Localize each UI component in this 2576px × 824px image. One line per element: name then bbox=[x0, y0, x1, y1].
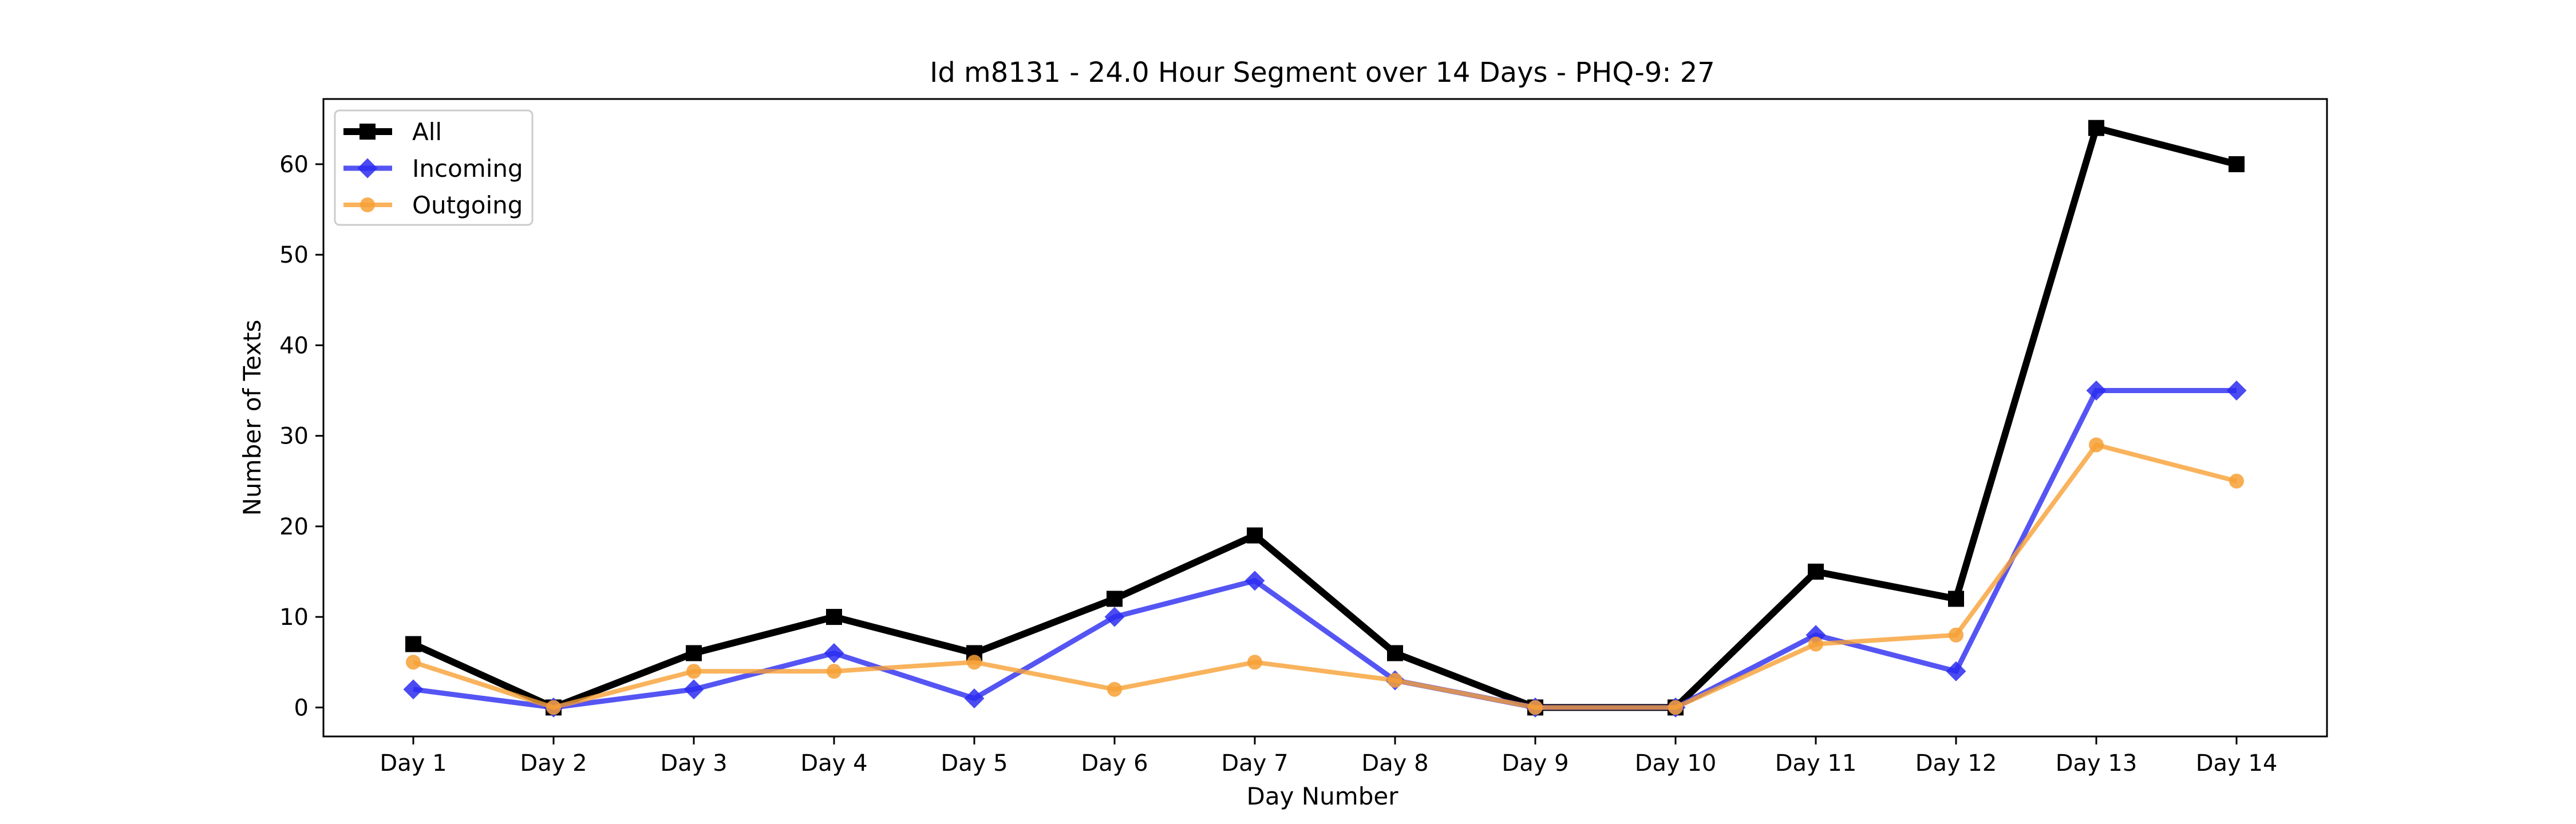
y-tick-label: 30 bbox=[279, 423, 309, 450]
y-tick-label: 60 bbox=[279, 152, 309, 178]
data-point bbox=[1948, 591, 1964, 607]
x-tick-label: Day 13 bbox=[2056, 750, 2138, 777]
y-tick-label: 10 bbox=[279, 604, 309, 631]
data-point bbox=[964, 688, 985, 709]
data-point bbox=[1668, 700, 1683, 715]
chart-title: Id m8131 - 24.0 Hour Segment over 14 Day… bbox=[930, 57, 1715, 89]
legend-entry: All bbox=[343, 118, 442, 146]
legend: All Incoming Outgoing bbox=[334, 109, 534, 226]
data-point bbox=[1107, 682, 1122, 697]
data-point bbox=[405, 636, 421, 652]
data-point bbox=[1104, 607, 1125, 627]
data-point bbox=[686, 645, 702, 661]
series-line bbox=[412, 442, 2238, 710]
data-point bbox=[2229, 156, 2245, 172]
data-point bbox=[2089, 437, 2104, 453]
data-point bbox=[2226, 381, 2247, 401]
x-tick-label: Day 10 bbox=[1635, 750, 1717, 777]
x-tick-label: Day 4 bbox=[800, 750, 867, 777]
data-point bbox=[824, 643, 844, 663]
data-point bbox=[1808, 564, 1824, 580]
legend-entry: Outgoing bbox=[343, 191, 523, 219]
series-outgoing bbox=[406, 437, 2244, 715]
data-point bbox=[403, 679, 424, 700]
data-point bbox=[2086, 381, 2107, 401]
x-tick-label: Day 6 bbox=[1081, 750, 1148, 777]
y-axis: 0 10 20 30 40 50 60 bbox=[279, 152, 323, 721]
data-point bbox=[826, 609, 842, 625]
x-axis-label: Day Number bbox=[1246, 782, 1398, 810]
data-point bbox=[1247, 527, 1263, 544]
data-point bbox=[683, 679, 704, 700]
series-all bbox=[405, 120, 2245, 716]
series-layer bbox=[403, 120, 2247, 718]
x-tick-label: Day 11 bbox=[1775, 750, 1857, 777]
y-tick-label: 40 bbox=[279, 332, 309, 359]
x-tick-label: Day 5 bbox=[941, 750, 1008, 777]
data-point bbox=[686, 664, 701, 679]
y-axis-label: Number of Texts bbox=[238, 320, 266, 516]
x-axis: Day 1 Day 2 Day 3 Day 4 Day 5 Day 6 Day 7 Day 8… bbox=[380, 736, 2277, 777]
data-point bbox=[1247, 655, 1262, 670]
data-point bbox=[1949, 627, 1963, 643]
legend-box bbox=[334, 109, 534, 226]
legend-label: Outgoing bbox=[412, 191, 523, 219]
data-point bbox=[1946, 661, 1966, 682]
data-point bbox=[546, 700, 561, 715]
plot-frame bbox=[322, 98, 2328, 738]
x-tick-label: Day 14 bbox=[2196, 750, 2278, 777]
x-tick-label: Day 3 bbox=[660, 750, 727, 777]
data-point bbox=[1107, 591, 1123, 607]
y-tick-label: 0 bbox=[294, 695, 309, 721]
legend-label: All bbox=[412, 118, 442, 146]
data-point bbox=[406, 655, 421, 670]
legend-swatch-marker bbox=[357, 158, 378, 179]
x-tick-label: Day 9 bbox=[1502, 750, 1568, 777]
legend-label: Incoming bbox=[412, 154, 523, 183]
legend-swatch-marker bbox=[359, 124, 376, 140]
x-tick-label: Day 2 bbox=[520, 750, 587, 777]
data-point bbox=[1244, 571, 1265, 591]
data-point bbox=[1387, 645, 1403, 661]
data-point bbox=[2088, 120, 2104, 136]
y-tick-label: 20 bbox=[279, 514, 309, 540]
x-tick-label: Day 7 bbox=[1221, 750, 1288, 777]
data-point bbox=[1528, 700, 1543, 715]
x-tick-label: Day 1 bbox=[380, 750, 447, 777]
data-point bbox=[967, 655, 982, 670]
data-point bbox=[2229, 473, 2244, 489]
y-tick-label: 50 bbox=[279, 242, 309, 268]
data-point bbox=[1388, 672, 1402, 688]
data-point bbox=[827, 664, 841, 679]
x-tick-label: Day 8 bbox=[1361, 750, 1428, 777]
x-tick-label: Day 12 bbox=[1915, 750, 1997, 777]
legend-swatch-marker bbox=[360, 197, 375, 212]
data-point bbox=[1808, 636, 1823, 652]
series-line bbox=[412, 124, 2238, 711]
series-line bbox=[413, 388, 2237, 710]
legend-entry: Incoming bbox=[343, 154, 523, 183]
